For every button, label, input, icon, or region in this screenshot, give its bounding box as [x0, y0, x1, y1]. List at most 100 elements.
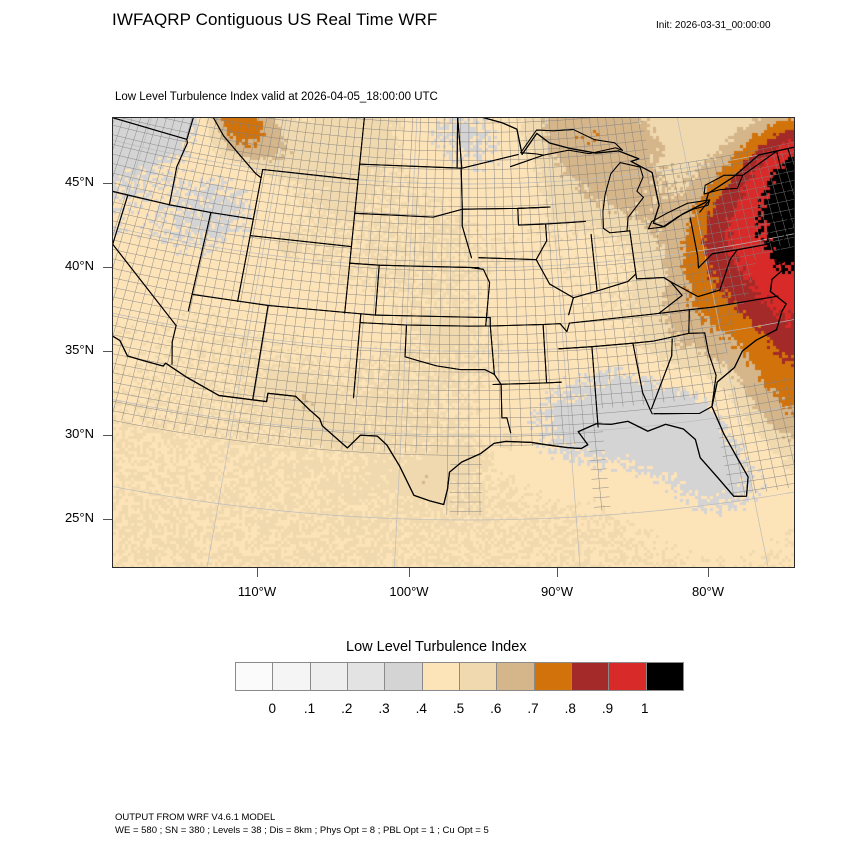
- colorbar-swatch-5: [422, 663, 460, 690]
- state-border-top-35: [704, 332, 717, 408]
- init-time-label: Init: 2026-03-31_00:00:00: [656, 20, 771, 31]
- state-border-top-50: [457, 118, 519, 169]
- lake-superior-top: [520, 129, 624, 156]
- state-border-top-47: [460, 167, 463, 210]
- state-border-top-41: [590, 233, 598, 292]
- colorbar-tick-.2: .2: [341, 701, 353, 716]
- gridline-lon--90: [545, 118, 581, 567]
- state-border-top-53: [535, 223, 548, 261]
- lon-tick-mark: [557, 568, 559, 577]
- state-border-top-37: [688, 309, 690, 334]
- state-border-top-18: [374, 264, 380, 316]
- lat-tick-mark: [103, 351, 112, 353]
- lon-label-100°W: 100°W: [389, 584, 429, 599]
- colorbar: [235, 662, 684, 691]
- colorbar-swatch-1: [273, 663, 311, 690]
- map-subtitle: Low Level Turbulence Index valid at 2026…: [115, 91, 438, 103]
- colorbar-tick-.1: .1: [303, 701, 316, 716]
- state-border-top-55: [689, 217, 700, 269]
- state-border-top-9: [252, 304, 269, 401]
- gridline-lon--70: [794, 118, 795, 547]
- state-border-2: [113, 190, 254, 220]
- colorbar-swatch-10: [609, 663, 647, 690]
- lat-label-30°N: 30°N: [64, 426, 94, 441]
- colorbar-swatch-3: [347, 663, 386, 690]
- us-coastline-path: [113, 118, 794, 506]
- gridline-lat-25: [113, 486, 794, 521]
- state-border-top-58: [765, 241, 784, 265]
- state-border-top-46: [461, 208, 473, 259]
- gridline-lon--80: [677, 118, 769, 567]
- lon-label-80°W: 80°W: [692, 584, 724, 599]
- state-border-top-24: [493, 373, 512, 434]
- state-border-top-59: [765, 213, 789, 246]
- state-border-top-45: [471, 267, 491, 327]
- colorbar-swatch-7: [497, 663, 535, 690]
- geography-overlay: [113, 118, 795, 567]
- state-border-top-33: [653, 406, 713, 415]
- state-border-top-20: [352, 313, 362, 399]
- lat-tick-mark: [103, 519, 112, 521]
- state-border-top-38: [648, 309, 690, 316]
- colorbar-tick-.6: .6: [490, 701, 502, 716]
- state-border-top-29: [542, 323, 548, 384]
- lon-tick-mark: [409, 568, 411, 577]
- lat-tick-mark: [103, 435, 112, 437]
- colorbar-title: Low Level Turbulence Index: [346, 639, 527, 655]
- footer-text: OUTPUT FROM WRF V4.6.1 MODEL WE = 580 ; …: [115, 812, 489, 836]
- state-border-top-23: [404, 356, 495, 375]
- colorbar-tick-.8: .8: [564, 701, 576, 716]
- colorbar-swatch-9: [571, 663, 610, 690]
- lake-erie-top: [647, 199, 711, 230]
- state-border-top-22: [404, 324, 408, 358]
- state-border-top-14: [262, 168, 359, 181]
- state-border-46: [461, 208, 473, 259]
- state-border-top-5: [171, 325, 177, 365]
- state-border-top-12: [212, 118, 262, 179]
- map-plot-area: [112, 117, 795, 568]
- state-border-top-60: [787, 215, 794, 221]
- page-title: IWFAQRP Contiguous US Real Time WRF: [112, 10, 438, 29]
- lat-label-25°N: 25°N: [64, 510, 94, 525]
- state-border-top-69: [456, 118, 459, 168]
- turbulence-index-field: [113, 118, 794, 567]
- lake-superior-path: [520, 129, 624, 156]
- state-border-top-15: [359, 163, 462, 169]
- colorbar-tick-.7: .7: [527, 701, 539, 716]
- state-border-top-4: [113, 195, 177, 327]
- gridline-lat-45: [113, 139, 794, 185]
- colorbar-tick-.3: .3: [378, 701, 390, 716]
- colorbar-swatch-0: [236, 663, 274, 690]
- colorbar-tick-.4: .4: [415, 701, 427, 716]
- gridline-lat-30: [113, 399, 794, 436]
- state-border-top-7: [237, 218, 254, 303]
- state-border-top-36: [688, 295, 779, 311]
- state-border-top-13: [344, 118, 365, 314]
- state-border-top-16: [354, 208, 463, 218]
- state-border-8: [191, 293, 376, 316]
- lat-label-40°N: 40°N: [64, 258, 94, 273]
- state-border-top-62: [776, 150, 790, 201]
- state-border-top-64: [787, 148, 794, 171]
- lat-tick-mark: [103, 183, 112, 185]
- state-border-top-27: [489, 323, 544, 327]
- state-border-top-49: [461, 207, 537, 210]
- colorbar-tick-1: 1: [640, 701, 649, 716]
- colorbar-swatch-2: [310, 663, 348, 690]
- state-border-top-1: [186, 118, 194, 140]
- gridline-lat-35: [113, 312, 794, 352]
- state-border-12: [212, 118, 262, 179]
- state-border-top-30: [558, 332, 706, 350]
- lon-label-90°W: 90°W: [541, 584, 573, 599]
- colorbar-swatch-8: [534, 663, 572, 690]
- gridline-lon--120: [113, 118, 152, 245]
- colorbar-swatch-6: [459, 663, 498, 690]
- state-border-top-32: [632, 342, 653, 415]
- colorbar-swatch-11: [646, 663, 683, 690]
- colorbar-tick-.9: .9: [601, 701, 614, 716]
- colorbar-swatch-4: [385, 663, 423, 690]
- state-border-top-56: [697, 243, 767, 269]
- colorbar-tick-.5: .5: [452, 701, 465, 716]
- state-border-top-26: [542, 322, 570, 333]
- us-coastline-top-path: [113, 118, 794, 506]
